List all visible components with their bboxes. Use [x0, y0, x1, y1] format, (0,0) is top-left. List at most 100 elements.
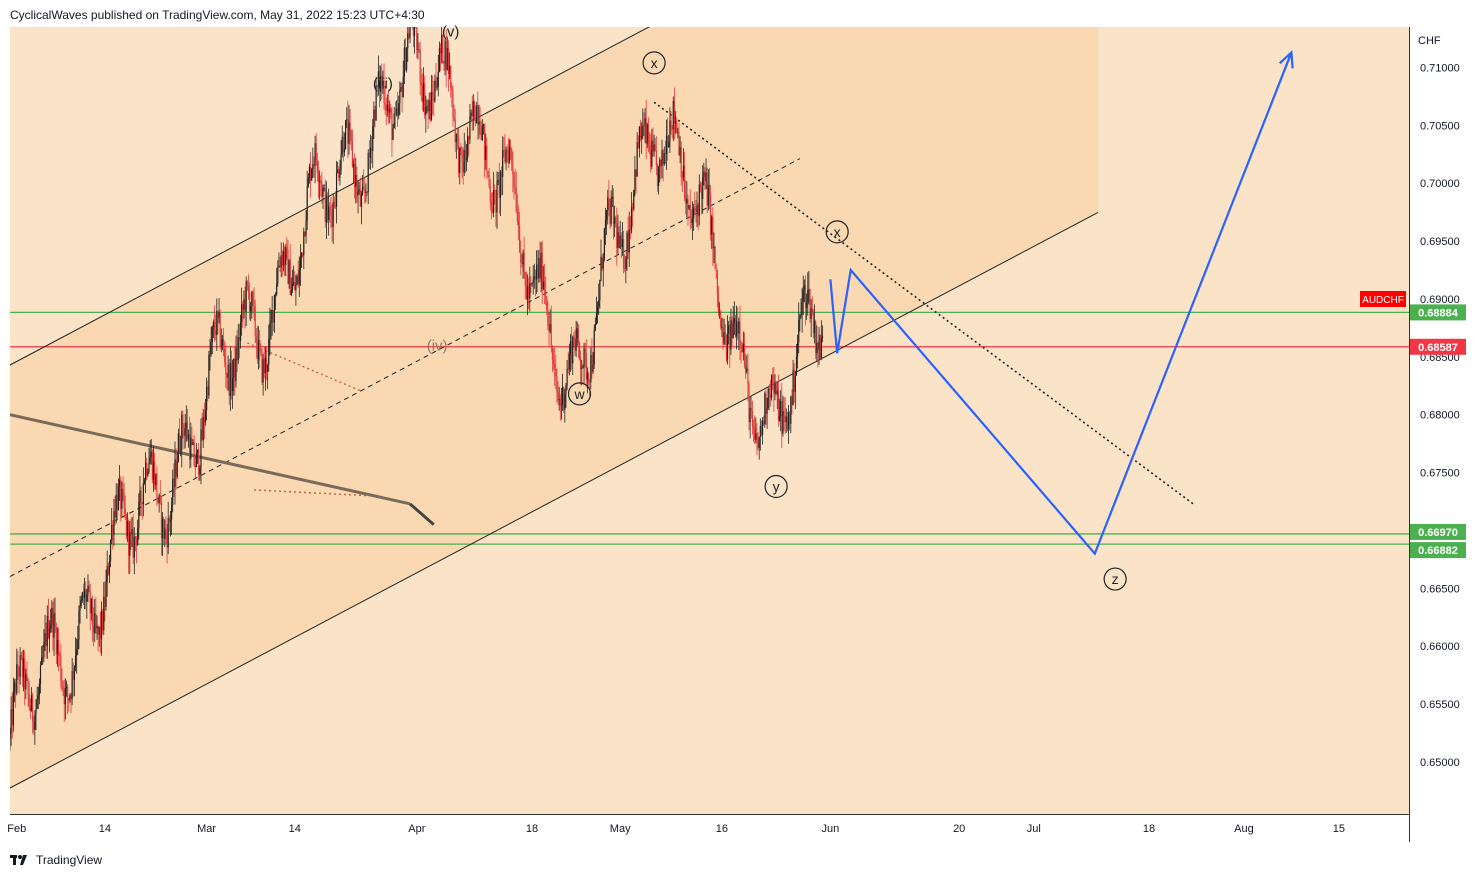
candle-body	[293, 282, 295, 285]
candle-body	[615, 217, 617, 224]
candle-body	[637, 141, 639, 149]
candle-body	[34, 714, 36, 730]
candle-body	[19, 654, 21, 677]
candle-body	[384, 103, 386, 105]
candle-body	[61, 680, 63, 685]
candle-body	[761, 420, 764, 435]
candle-body	[400, 87, 402, 90]
candle-body	[503, 149, 505, 152]
time-axis[interactable]: Feb 14 Mar 14 Apr 18 May 16 Jun 20 Jul 18 Aug 15	[7, 823, 1345, 835]
candle-body	[726, 333, 729, 360]
candle-body	[376, 85, 378, 87]
candle-body	[177, 433, 179, 462]
candle-body	[559, 399, 561, 405]
candle-body	[489, 185, 491, 202]
candle-body	[164, 528, 166, 539]
candle-body	[608, 197, 610, 205]
candle-body	[302, 252, 304, 256]
candle-body	[13, 682, 16, 692]
price-tick-label: 0.70500	[1420, 120, 1460, 132]
candle-body	[180, 449, 182, 451]
candle-body	[158, 494, 160, 503]
candle-body	[677, 131, 679, 133]
candle-body	[52, 607, 54, 638]
candle-body	[807, 289, 809, 303]
candle-body	[149, 457, 151, 464]
candle-body	[74, 655, 77, 668]
candle-body	[99, 626, 101, 640]
candle-body	[79, 605, 81, 611]
candle-body	[314, 143, 316, 166]
candle-body	[425, 107, 427, 116]
candle-body	[477, 105, 479, 125]
candle-body	[698, 184, 700, 216]
candle-body	[583, 348, 585, 367]
candle-body	[269, 323, 271, 340]
candle-body	[248, 291, 251, 312]
candle-body	[122, 488, 124, 493]
candle-body	[467, 136, 469, 159]
candle-body	[703, 171, 705, 178]
candle-body	[578, 343, 581, 358]
candle-body	[38, 683, 40, 696]
candle-body	[412, 14, 413, 25]
candle-body	[793, 369, 795, 392]
candle-body	[403, 47, 405, 77]
candle-body	[250, 305, 252, 312]
candle-body	[143, 480, 146, 484]
candle-body	[757, 443, 759, 449]
candle-body	[95, 613, 97, 629]
price-axis[interactable]: 0.71000 0.70500 0.70000 0.69500 0.69000 0.685…	[1420, 63, 1460, 769]
candle-body	[563, 386, 565, 410]
projection-path	[829, 52, 1293, 556]
candle-body	[447, 48, 450, 75]
candle-body	[484, 124, 486, 160]
candle-body	[168, 517, 170, 522]
candle-body	[561, 386, 564, 405]
price-tick-label: 0.69000	[1420, 294, 1460, 306]
candle-body	[700, 188, 703, 199]
candle-body	[589, 381, 591, 383]
tradingview-brand: TradingView	[36, 853, 103, 867]
candle-body	[294, 282, 296, 291]
candle-body	[654, 144, 656, 151]
candle-body	[818, 334, 820, 350]
candle-body	[424, 83, 426, 116]
candle-body	[453, 117, 455, 120]
candle-body	[213, 322, 216, 331]
candle-body	[26, 674, 28, 680]
candle-body	[739, 321, 741, 342]
candle-body	[313, 164, 315, 166]
wave-label: (iii)	[373, 76, 393, 93]
candle-body	[44, 633, 46, 642]
candle-body	[478, 121, 480, 125]
candle-body	[215, 330, 217, 336]
candle-body	[16, 664, 18, 694]
candle-body	[374, 109, 376, 121]
candle-body	[716, 269, 718, 295]
candle-body	[632, 207, 634, 210]
candle-body	[268, 339, 270, 365]
candle-body	[217, 310, 219, 318]
candle-body	[209, 353, 211, 356]
candle-body	[281, 254, 283, 266]
candle-body	[464, 150, 466, 160]
candle-body	[56, 639, 59, 655]
candle-body	[656, 164, 659, 187]
candle-body	[286, 247, 288, 250]
price-tick-label: 0.68000	[1420, 410, 1460, 422]
candle-body	[730, 320, 732, 350]
candle-body	[774, 383, 776, 394]
candle-body	[85, 589, 87, 602]
candle-body	[421, 84, 424, 102]
publisher-line: CyclicalWaves published on TradingView.c…	[10, 8, 425, 22]
candle-body	[498, 180, 500, 198]
candle-body	[172, 478, 174, 506]
candle-body	[524, 271, 526, 286]
candle-body	[71, 671, 73, 699]
candle-body	[267, 364, 269, 372]
candle-body	[300, 252, 303, 259]
candle-body	[317, 173, 320, 182]
candle-body	[299, 258, 302, 270]
